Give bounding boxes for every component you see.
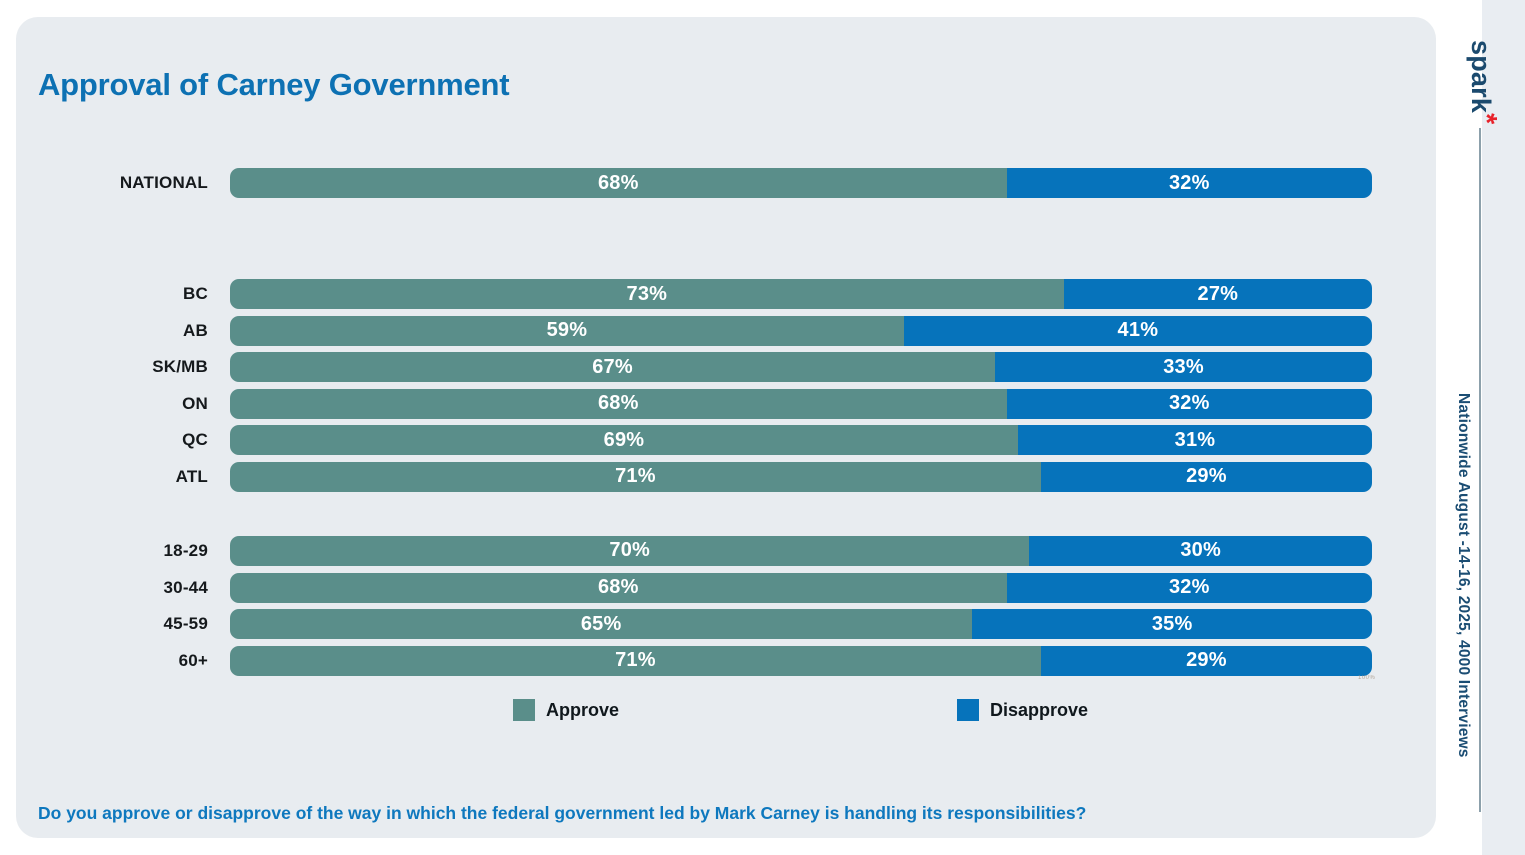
disapprove-segment: 32% (1006, 168, 1372, 198)
disapprove-value-label: 29% (1186, 465, 1227, 488)
row-label: NATIONAL (119, 173, 208, 192)
chart-row: 45-59 65% 35% (16, 609, 1372, 640)
spark-logo-text: spark (1465, 40, 1496, 114)
approve-segment: 68% (230, 168, 1007, 198)
approve-value-label: 71% (615, 649, 656, 672)
chart-row: NATIONAL 68% 32% (16, 168, 1372, 198)
row-label: AB (183, 320, 208, 340)
chart-row: 18-29 70% 30% (16, 535, 1372, 566)
approve-value-label: 68% (597, 576, 639, 599)
approve-segment: 71% (230, 461, 1041, 492)
disapprove-segment: 27% (1063, 279, 1372, 309)
disapprove-value-label: 31% (1174, 428, 1216, 451)
disapprove-value-label: 32% (1168, 392, 1210, 415)
disapprove-swatch-icon (957, 699, 979, 721)
stacked-bar-chart: NATIONAL 68% 32% BC 73% 27% AB 59% (16, 168, 1372, 676)
disapprove-value-label: 35% (1151, 612, 1193, 635)
legend-item-approve: Approve (513, 699, 619, 721)
row-label: 45-59 (163, 614, 208, 634)
disapprove-value-label: 32% (1168, 171, 1210, 194)
disapprove-segment: 41% (903, 315, 1372, 346)
chart-row: ON 68% 32% (16, 388, 1372, 419)
approve-segment: 70% (230, 535, 1030, 566)
row-label: SK/MB (152, 357, 208, 377)
approve-value-label: 71% (615, 465, 656, 488)
approve-value-label: 68% (597, 171, 639, 194)
disapprove-value-label: 32% (1168, 576, 1210, 599)
chart-title: Approval of Carney Government (38, 67, 510, 102)
approve-value-label: 68% (597, 392, 639, 415)
stacked-bar: 71% 29% (230, 461, 1372, 492)
approve-value-label: 70% (609, 539, 651, 562)
stacked-bar: 59% 41% (230, 315, 1372, 346)
chart-row: QC 69% 31% (16, 425, 1372, 456)
disapprove-segment: 32% (1006, 572, 1372, 603)
stacked-bar: 69% 31% (230, 425, 1372, 456)
disapprove-segment: 32% (1006, 388, 1372, 419)
stacked-bar: 67% 33% (230, 352, 1372, 383)
stacked-bar: 73% 27% (230, 279, 1372, 309)
legend-item-disapprove: Disapprove (957, 699, 1088, 721)
disapprove-value-label: 30% (1180, 539, 1221, 562)
disapprove-value-label: 41% (1117, 319, 1159, 342)
disapprove-segment: 31% (1017, 425, 1372, 456)
stacked-bar: 68% 32% (230, 168, 1372, 198)
row-label: ON (182, 393, 208, 413)
disapprove-segment: 33% (995, 352, 1372, 383)
survey-question: Do you approve or disapprove of the way … (38, 803, 1087, 823)
approve-value-label: 59% (546, 319, 588, 342)
row-label: 18-29 (163, 540, 208, 560)
watermark: 100% (1358, 675, 1376, 681)
stacked-bar: 71% 29% (230, 645, 1372, 676)
approve-value-label: 65% (580, 612, 622, 635)
disapprove-segment: 35% (972, 609, 1372, 640)
row-label: 60+ (178, 650, 208, 670)
approve-value-label: 73% (626, 282, 668, 305)
disapprove-segment: 29% (1040, 461, 1372, 492)
approve-segment: 68% (230, 572, 1007, 603)
row-label: ATL (175, 466, 208, 486)
group-age: 18-29 70% 30% 30-44 68% 32% 45-59 65% (16, 535, 1372, 676)
chart-row: BC 73% 27% (16, 279, 1372, 309)
legend-label: Approve (546, 699, 620, 720)
chart-row: AB 59% 41% (16, 315, 1372, 346)
disapprove-value-label: 29% (1186, 649, 1227, 672)
chart-row: SK/MB 67% 33% (16, 352, 1372, 383)
approve-segment: 65% (230, 609, 973, 640)
right-edge-strip (1482, 0, 1525, 855)
stacked-bar: 68% 32% (230, 388, 1372, 419)
legend-label: Disapprove (990, 699, 1089, 720)
chart-row: 30-44 68% 32% (16, 572, 1372, 603)
group-national: NATIONAL 68% 32% (16, 168, 1372, 198)
disapprove-value-label: 33% (1163, 355, 1204, 378)
row-label: QC (182, 430, 208, 450)
approve-segment: 69% (230, 425, 1018, 456)
chart-row: 60+ 71% 29% (16, 645, 1372, 676)
approve-value-label: 67% (592, 355, 633, 378)
approve-segment: 71% (230, 645, 1041, 676)
disapprove-segment: 30% (1029, 535, 1372, 566)
group-region: BC 73% 27% AB 59% 41% SK/MB 67% (16, 279, 1372, 492)
approve-value-label: 69% (603, 428, 645, 451)
spark-logo: spark* (1465, 40, 1502, 124)
disapprove-value-label: 27% (1197, 282, 1239, 305)
chart-card: Approval of Carney Government NATIONAL 6… (16, 17, 1436, 838)
approve-segment: 73% (230, 279, 1064, 309)
stacked-bar: 65% 35% (230, 609, 1372, 640)
approve-swatch-icon (513, 699, 535, 721)
chart-row: ATL 71% 29% (16, 461, 1372, 492)
approve-segment: 68% (230, 388, 1007, 419)
approve-segment: 67% (230, 352, 996, 383)
row-label: BC (183, 284, 208, 303)
spark-asterisk-icon: * (1470, 113, 1502, 125)
vertical-divider (1479, 128, 1481, 812)
row-label: 30-44 (163, 577, 208, 597)
disapprove-segment: 29% (1040, 645, 1372, 676)
stacked-bar: 68% 32% (230, 572, 1372, 603)
stacked-bar: 70% 30% (230, 535, 1372, 566)
methodology-note: Nationwide August -14-16, 2025, 4000 Int… (1455, 393, 1472, 758)
approve-segment: 59% (230, 315, 904, 346)
